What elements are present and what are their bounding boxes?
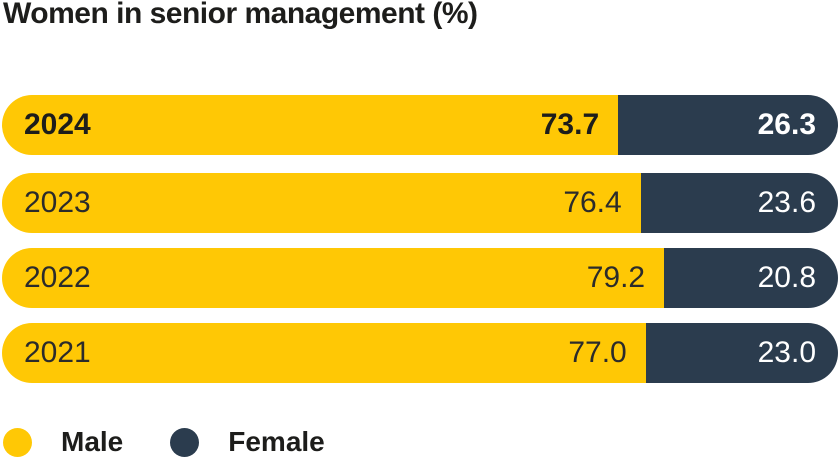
female-value: 23.0	[757, 336, 816, 369]
legend-label-female: Female	[228, 426, 325, 457]
male-value: 76.4	[563, 186, 622, 219]
male-value: 77.0	[568, 336, 627, 369]
female-segment-2022: 20.8	[664, 248, 838, 308]
male-value: 79.2	[586, 261, 646, 294]
male-segment-2023: 2023 76.4	[2, 173, 641, 233]
female-segment-2023: 23.6	[640, 173, 838, 233]
year-label: 2022	[24, 261, 91, 294]
female-value: 26.3	[757, 108, 816, 141]
female-legend-dot	[170, 427, 200, 457]
legend-item-female: Female	[170, 426, 325, 458]
year-label: 2024	[24, 108, 91, 141]
bar-row-2024: 2024 73.7 26.3	[2, 95, 838, 155]
female-segment-2024: 26.3	[618, 95, 838, 155]
bar-row-2022: 2022 79.2 20.8	[2, 248, 838, 308]
legend: Male Female	[3, 426, 325, 458]
bar-row-2021: 2021 77.0 23.0	[2, 323, 838, 383]
female-value: 23.6	[757, 186, 816, 219]
year-label: 2023	[24, 186, 91, 219]
bar-row-2023: 2023 76.4 23.6	[2, 173, 838, 233]
legend-label-male: Male	[61, 426, 124, 457]
female-value: 20.8	[757, 261, 816, 294]
male-legend-dot	[3, 427, 32, 457]
legend-item-male: Male	[3, 426, 123, 458]
male-segment-2024: 2024 73.7	[2, 95, 619, 155]
chart-title: Women in senior management (%)	[3, 0, 478, 30]
male-segment-2021: 2021 77.0	[2, 323, 646, 383]
male-value: 73.7	[540, 108, 600, 141]
bars-area: 2024 73.7 26.3 2023 76.4 23.6 2022 79.2 …	[2, 95, 838, 383]
male-segment-2022: 2022 79.2	[2, 248, 665, 308]
female-segment-2021: 23.0	[645, 323, 838, 383]
year-label: 2021	[24, 336, 91, 369]
